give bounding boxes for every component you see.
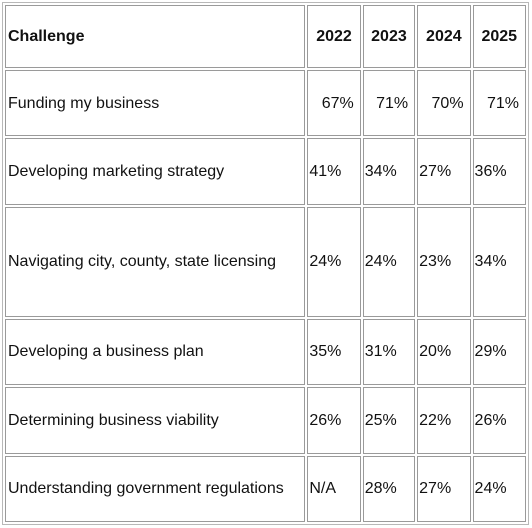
challenge-cell: Navigating city, county, state licensing <box>5 206 306 317</box>
header-year-2025: 2025 <box>472 5 526 68</box>
value-cell: 67% <box>307 70 361 137</box>
challenge-cell: Determining business viability <box>5 387 306 454</box>
value-cell: 35% <box>307 318 361 386</box>
value-cell: 36% <box>472 138 526 205</box>
value-cell: 27% <box>417 138 471 205</box>
header-year-2022: 2022 <box>307 5 361 68</box>
table-row: Understanding government regulations N/A… <box>5 455 526 522</box>
table-row: Navigating city, county, state licensing… <box>5 206 526 317</box>
header-row: Challenge 2022 2023 2024 2025 <box>5 5 526 68</box>
value-cell: 25% <box>362 387 416 454</box>
challenge-cell: Developing a business plan <box>5 318 306 386</box>
table-row: Developing marketing strategy 41% 34% 27… <box>5 138 526 205</box>
value-cell: 26% <box>307 387 361 454</box>
table-row: Developing a business plan 35% 31% 20% 2… <box>5 318 526 386</box>
value-cell: 23% <box>417 206 471 317</box>
value-cell: 71% <box>472 70 526 137</box>
table-row: Determining business viability 26% 25% 2… <box>5 387 526 454</box>
value-cell: 20% <box>417 318 471 386</box>
table-row: Funding my business 67% 71% 70% 71% <box>5 70 526 137</box>
challenge-cell: Understanding government regulations <box>5 455 306 522</box>
header-year-2024: 2024 <box>417 5 471 68</box>
header-year-2023: 2023 <box>362 5 416 68</box>
challenge-cell: Developing marketing strategy <box>5 138 306 205</box>
value-cell: 70% <box>417 70 471 137</box>
value-cell: 29% <box>472 318 526 386</box>
value-cell: 31% <box>362 318 416 386</box>
challenge-cell: Funding my business <box>5 70 306 137</box>
value-cell: 27% <box>417 455 471 522</box>
value-cell: 34% <box>362 138 416 205</box>
value-cell: 24% <box>307 206 361 317</box>
value-cell: 24% <box>472 455 526 522</box>
header-challenge: Challenge <box>5 5 306 68</box>
value-cell: 71% <box>362 70 416 137</box>
value-cell: 28% <box>362 455 416 522</box>
value-cell: 24% <box>362 206 416 317</box>
value-cell: 41% <box>307 138 361 205</box>
value-cell: 26% <box>472 387 526 454</box>
value-cell: N/A <box>307 455 361 522</box>
value-cell: 34% <box>472 206 526 317</box>
value-cell: 22% <box>417 387 471 454</box>
